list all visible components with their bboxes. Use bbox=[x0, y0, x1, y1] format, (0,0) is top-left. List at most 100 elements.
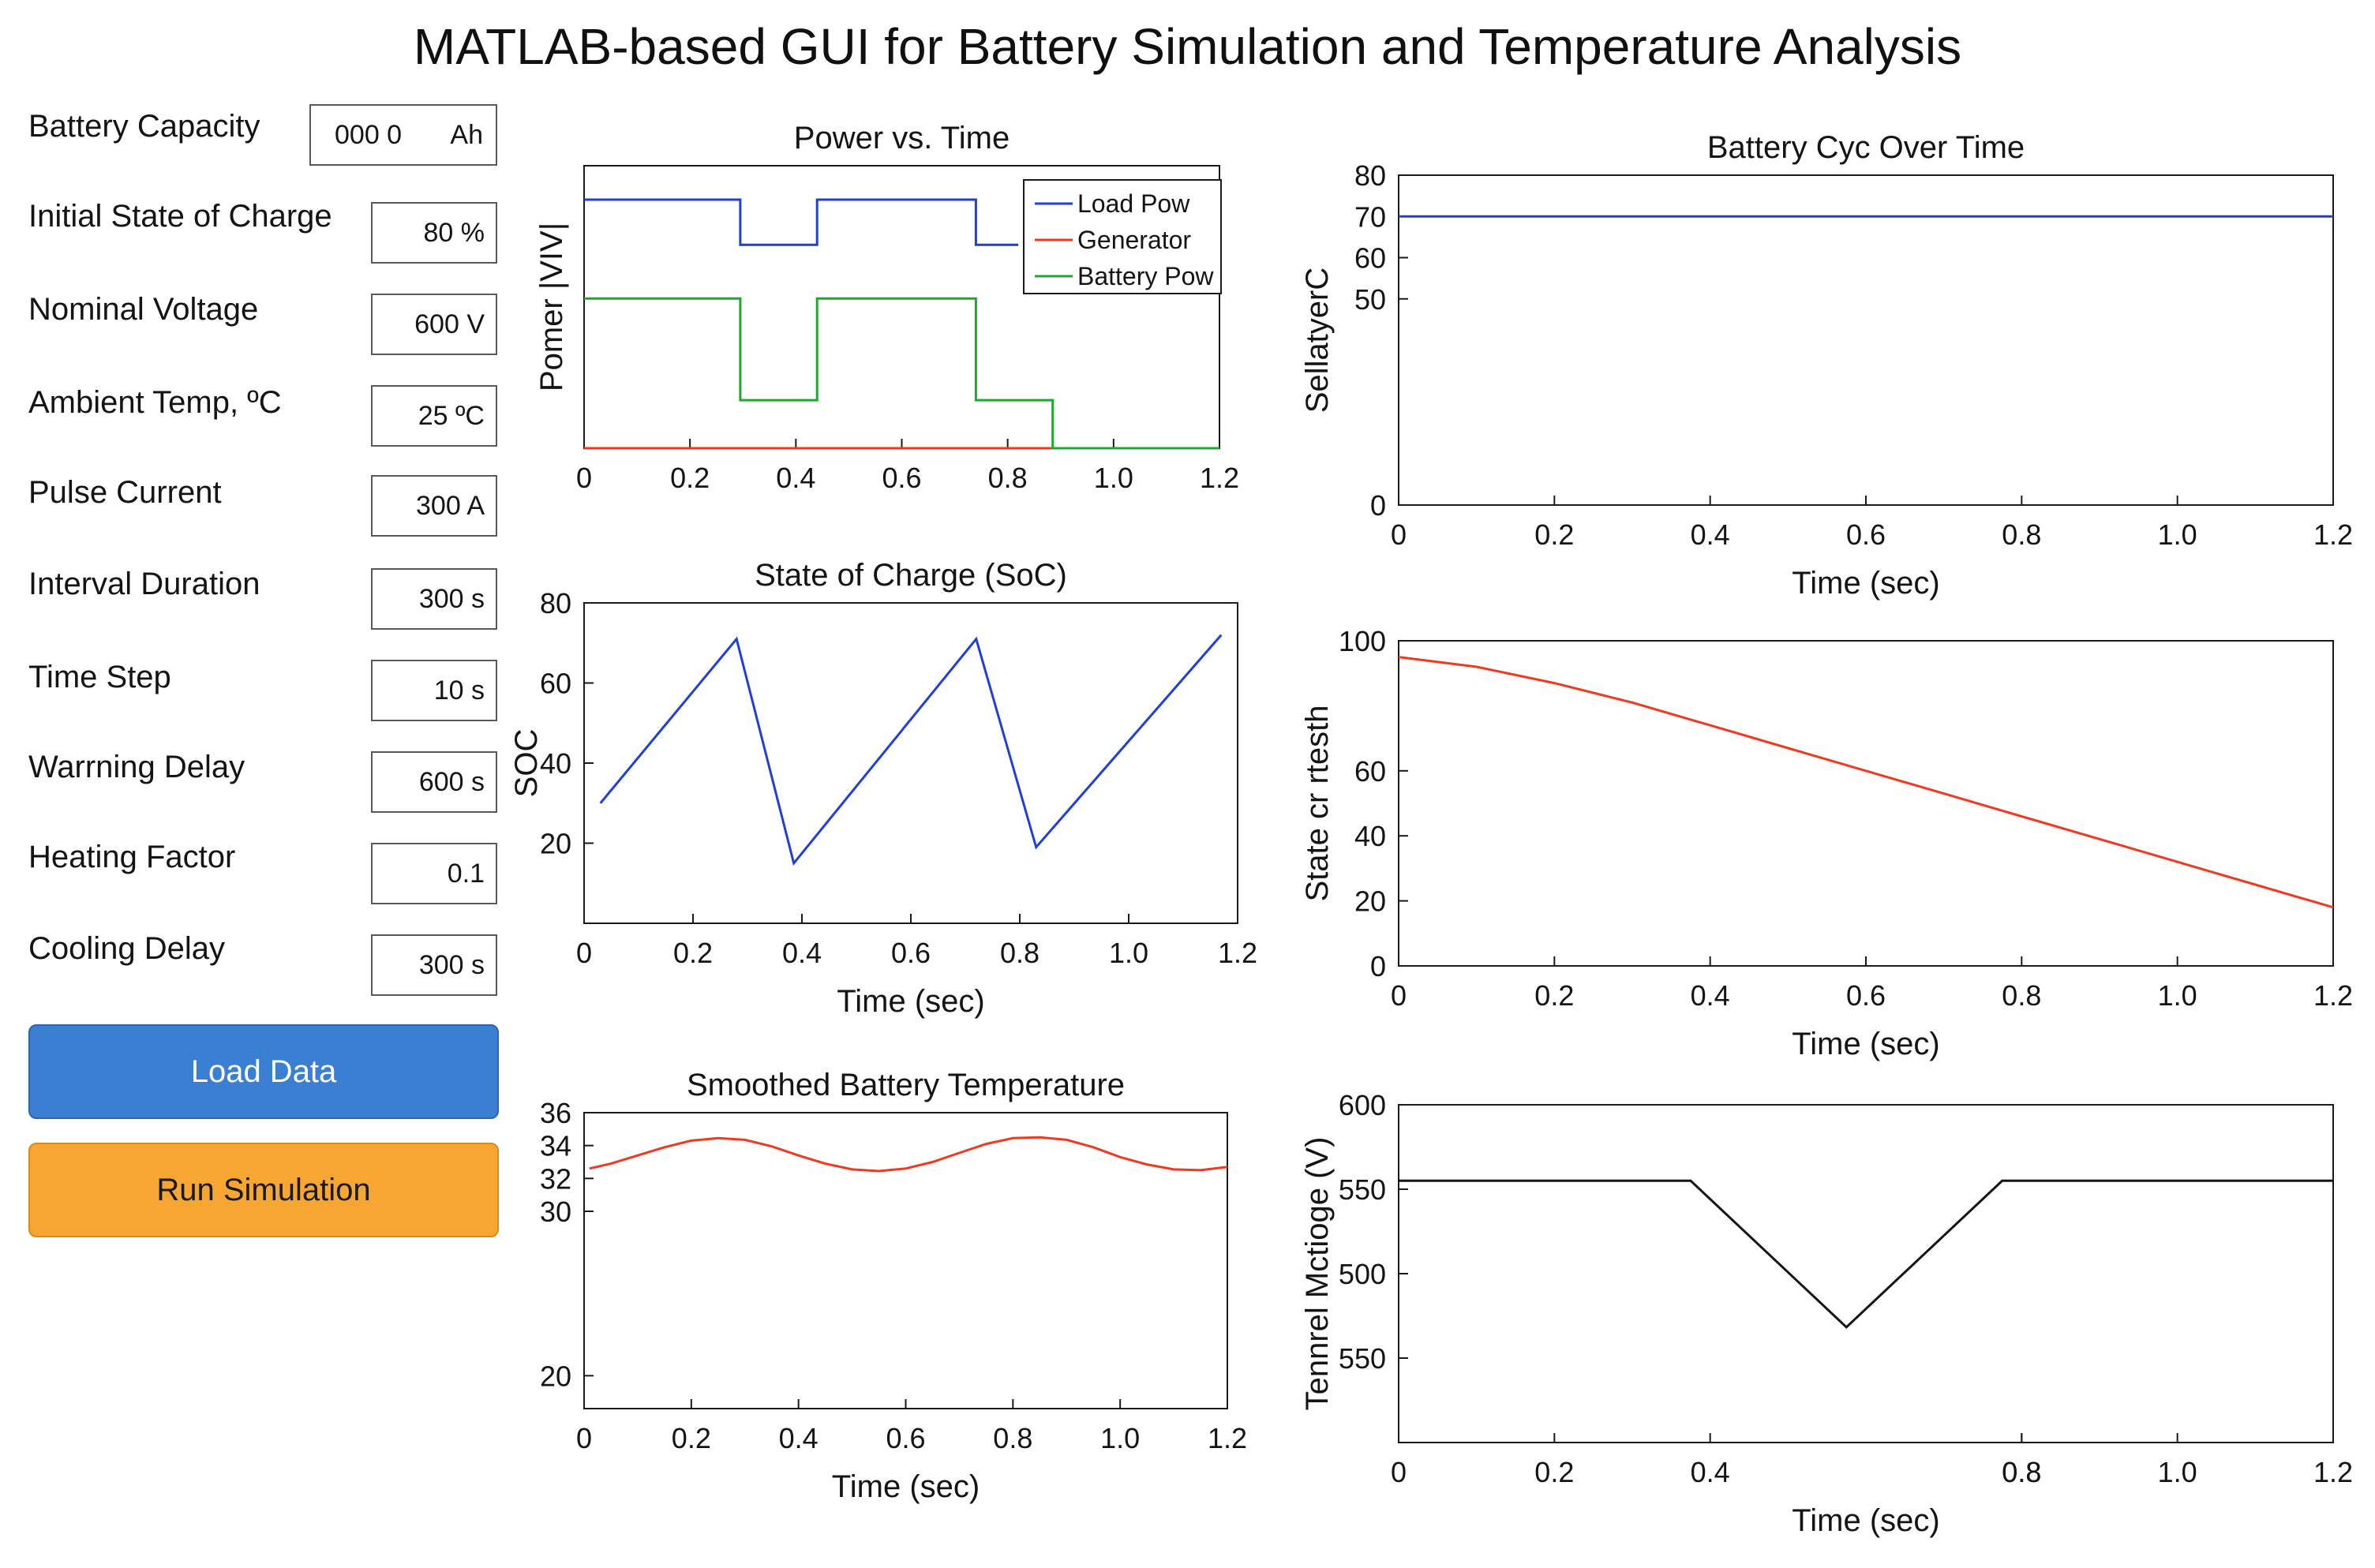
y-axis-label: SOC bbox=[509, 729, 544, 798]
y-tick-label: 20 bbox=[1354, 885, 1386, 918]
x-tick-label: 1.2 bbox=[1218, 937, 1257, 969]
x-tick-label: 0 bbox=[1391, 1456, 1407, 1488]
x-axis-label: Time (sec) bbox=[1792, 566, 1939, 601]
y-tick-label: 500 bbox=[1339, 1258, 1386, 1290]
x-tick-label: 0.4 bbox=[1691, 1456, 1730, 1488]
y-tick-label: 40 bbox=[540, 747, 571, 780]
param-label-cooling-delay: Cooling Delay bbox=[28, 931, 226, 966]
x-tick-label: 1.0 bbox=[2158, 518, 2197, 551]
y-tick-label: 20 bbox=[540, 828, 571, 860]
time-step-input[interactable]: 10 s bbox=[371, 660, 497, 721]
run-simulation-button[interactable]: Run Simulation bbox=[28, 1143, 499, 1237]
y-tick-label: 550 bbox=[1339, 1173, 1386, 1206]
y-tick-label: 50 bbox=[1354, 283, 1386, 316]
series-line-soc bbox=[599, 634, 1223, 866]
plot-area bbox=[1398, 640, 2334, 967]
initial-soc-input[interactable]: 80 % bbox=[371, 202, 497, 264]
y-tick-label: 100 bbox=[1339, 625, 1386, 657]
x-tick-label: 0.2 bbox=[672, 1422, 711, 1454]
series-line-battery-pow bbox=[584, 297, 1219, 450]
cooling-delay-input[interactable]: 300 s bbox=[371, 934, 497, 996]
param-label-heating-factor: Heating Factor bbox=[28, 840, 236, 874]
y-tick-label: 60 bbox=[540, 668, 571, 700]
x-tick-label: 1.2 bbox=[2313, 518, 2353, 551]
x-tick-label: 0 bbox=[576, 1422, 592, 1454]
nominal-voltage-input[interactable]: 600 V bbox=[371, 294, 497, 355]
y-tick-label: 34 bbox=[540, 1130, 571, 1162]
param-label-initial-soc: Initial State of Charge bbox=[28, 199, 332, 234]
param-label-warning-delay: Warrning Delay bbox=[28, 750, 245, 784]
ambient-temp-input[interactable]: 25 ºC bbox=[371, 385, 497, 447]
series-line-temperature bbox=[589, 1136, 1228, 1173]
x-tick-label: 0.8 bbox=[2002, 518, 2041, 551]
param-label-battery-capacity: Battery Capacity bbox=[28, 109, 260, 144]
param-label-ambient-temp: Ambient Temp, ºC bbox=[28, 385, 282, 420]
y-tick-label: 20 bbox=[540, 1360, 571, 1392]
heating-factor-input[interactable]: 0.1 bbox=[371, 843, 497, 904]
y-tick-label: 40 bbox=[1354, 820, 1386, 852]
x-tick-label: 1.2 bbox=[1200, 462, 1239, 494]
x-tick-label: 0.6 bbox=[1846, 979, 1886, 1012]
y-axis-label: SellatyerC bbox=[1300, 268, 1335, 414]
warning-delay-input[interactable]: 600 s bbox=[371, 751, 497, 813]
y-tick-label: 70 bbox=[1354, 200, 1386, 233]
plot-area bbox=[1398, 174, 2334, 506]
x-axis-label: Time (sec) bbox=[837, 984, 984, 1019]
x-axis-label: Time (sec) bbox=[832, 1469, 980, 1504]
interval-duration-input[interactable]: 300 s bbox=[371, 568, 497, 630]
x-tick-label: 1.2 bbox=[1208, 1422, 1247, 1454]
x-tick-label: 0 bbox=[1391, 979, 1407, 1012]
legend-label: Load Pow bbox=[1077, 189, 1190, 218]
y-tick-label: 60 bbox=[1354, 242, 1386, 275]
y-axis-label: State cr rtesth bbox=[1300, 705, 1335, 902]
param-label-interval-duration: Interval Duration bbox=[28, 567, 260, 601]
x-tick-label: 0.8 bbox=[2002, 979, 2041, 1012]
y-tick-label: 60 bbox=[1354, 755, 1386, 788]
x-axis-label: Time (sec) bbox=[1792, 1503, 1939, 1538]
x-tick-label: 0.8 bbox=[988, 462, 1028, 494]
y-tick-label: 0 bbox=[1370, 950, 1386, 982]
x-tick-label: 0.6 bbox=[882, 462, 921, 494]
x-tick-label: 1.2 bbox=[2313, 1456, 2353, 1488]
x-tick-label: 0.8 bbox=[993, 1422, 1032, 1454]
x-tick-label: 0 bbox=[1391, 518, 1407, 551]
x-tick-label: 1.0 bbox=[2158, 979, 2197, 1012]
plot-area bbox=[583, 1112, 1228, 1409]
y-tick-label: 36 bbox=[540, 1097, 571, 1129]
param-label-pulse-current: Pulse Current bbox=[28, 475, 222, 510]
plot-area bbox=[583, 602, 1238, 924]
x-tick-label: 0.2 bbox=[1534, 518, 1574, 551]
x-tick-label: 0.8 bbox=[2002, 1456, 2041, 1488]
x-tick-label: 0.4 bbox=[782, 937, 822, 969]
y-tick-label: 550 bbox=[1339, 1342, 1386, 1375]
y-axis-label: Tennrel Mctioge (V) bbox=[1300, 1137, 1335, 1411]
battery-capacity-input[interactable]: 000 0 Ah bbox=[309, 104, 497, 166]
x-tick-label: 0 bbox=[576, 937, 592, 969]
y-tick-label: 600 bbox=[1339, 1089, 1386, 1121]
x-tick-label: 0.6 bbox=[1846, 518, 1886, 551]
y-tick-label: 80 bbox=[1354, 159, 1386, 192]
pulse-current-input[interactable]: 300 A bbox=[371, 475, 497, 537]
battery-capacity-value: 000 0 bbox=[335, 120, 403, 150]
load-data-button[interactable]: Load Data bbox=[28, 1024, 499, 1119]
param-label-nominal-voltage: Nominal Voltage bbox=[28, 292, 259, 327]
x-axis-label: Time (sec) bbox=[1792, 1027, 1939, 1061]
x-tick-label: 0.8 bbox=[1000, 937, 1040, 969]
x-tick-label: 1.0 bbox=[1094, 462, 1133, 494]
x-tick-label: 1.2 bbox=[2313, 979, 2353, 1012]
x-tick-label: 0.4 bbox=[779, 1422, 819, 1454]
x-tick-label: 0.2 bbox=[673, 937, 713, 969]
x-tick-label: 1.0 bbox=[1100, 1422, 1140, 1454]
x-tick-label: 0.4 bbox=[1691, 518, 1730, 551]
y-tick-label: 80 bbox=[540, 587, 571, 619]
legend-label: Battery Pow bbox=[1077, 262, 1214, 290]
param-label-time-step: Time Step bbox=[28, 660, 171, 694]
x-tick-label: 0.4 bbox=[776, 462, 815, 494]
battery-capacity-unit: Ah bbox=[450, 120, 483, 150]
